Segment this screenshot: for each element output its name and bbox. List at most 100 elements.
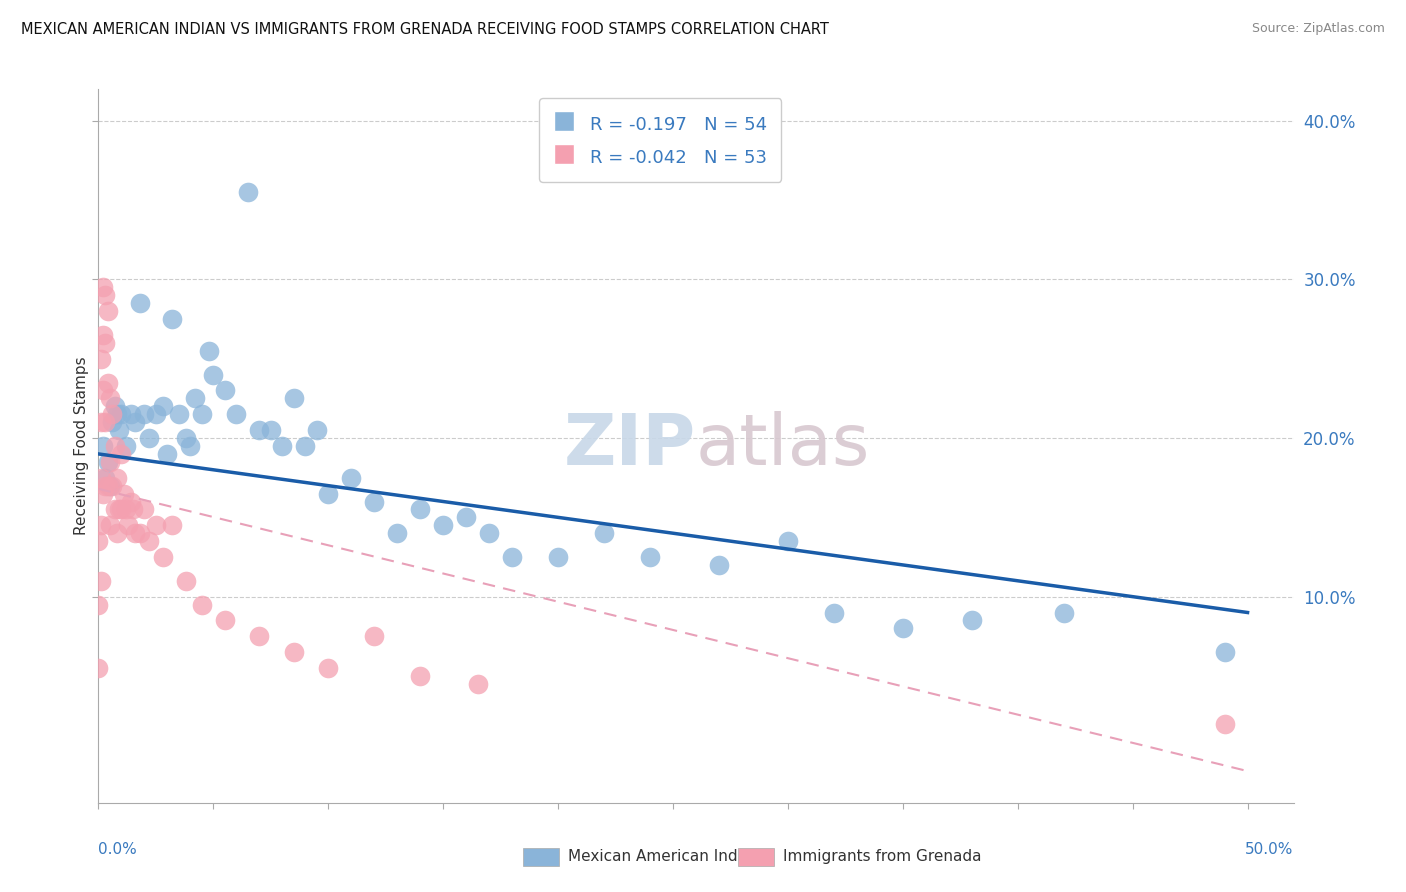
Point <box>112 486 135 500</box>
Point <box>110 447 132 461</box>
Point <box>97 455 120 469</box>
Point <box>105 407 128 421</box>
Text: 50.0%: 50.0% <box>1246 842 1294 857</box>
Point <box>271 439 294 453</box>
Point <box>225 407 247 421</box>
Text: Source: ZipAtlas.com: Source: ZipAtlas.com <box>1251 22 1385 36</box>
Point <box>478 526 501 541</box>
Point <box>128 296 150 310</box>
Point <box>91 328 114 343</box>
Point <box>316 661 339 675</box>
Point <box>214 384 236 398</box>
Point <box>160 518 183 533</box>
Point <box>184 392 207 406</box>
Point <box>467 677 489 691</box>
Point <box>105 471 128 485</box>
Point <box>91 384 114 398</box>
Text: Mexican American Indians: Mexican American Indians <box>568 849 769 863</box>
Point <box>823 606 845 620</box>
Point <box>247 423 270 437</box>
Point <box>90 471 112 485</box>
Point <box>97 376 120 390</box>
Point <box>638 549 661 564</box>
Point <box>776 534 799 549</box>
Point <box>247 629 270 643</box>
Text: atlas: atlas <box>696 411 870 481</box>
Point <box>128 526 150 541</box>
Text: ZIP: ZIP <box>564 411 696 481</box>
Point <box>87 534 110 549</box>
Point <box>197 343 219 358</box>
Point <box>138 534 160 549</box>
Point <box>91 280 114 294</box>
Point <box>110 502 132 516</box>
Point <box>122 502 145 516</box>
Point <box>260 423 283 437</box>
Point <box>115 502 138 516</box>
Text: Immigrants from Grenada: Immigrants from Grenada <box>783 849 981 863</box>
Point <box>156 447 179 461</box>
Point <box>1213 716 1236 731</box>
Point <box>891 621 914 635</box>
Point <box>179 439 201 453</box>
Point <box>98 518 121 533</box>
Point <box>91 486 114 500</box>
FancyBboxPatch shape <box>738 847 773 865</box>
Point <box>432 518 454 533</box>
Point <box>87 661 110 675</box>
Point <box>101 478 124 492</box>
Point <box>98 392 121 406</box>
Point <box>174 431 197 445</box>
Point <box>94 288 117 302</box>
Point <box>90 415 112 429</box>
Point <box>593 526 616 541</box>
Point <box>120 494 142 508</box>
Point <box>134 407 156 421</box>
Point <box>174 574 197 588</box>
Point <box>94 335 117 350</box>
Point <box>191 407 214 421</box>
Point <box>214 614 236 628</box>
Legend: R = -0.197   N = 54, R = -0.042   N = 53: R = -0.197 N = 54, R = -0.042 N = 53 <box>538 98 782 182</box>
Point <box>305 423 328 437</box>
Point <box>90 574 112 588</box>
Point <box>294 439 316 453</box>
Text: MEXICAN AMERICAN INDIAN VS IMMIGRANTS FROM GRENADA RECEIVING FOOD STAMPS CORRELA: MEXICAN AMERICAN INDIAN VS IMMIGRANTS FR… <box>21 22 830 37</box>
Point <box>152 400 174 414</box>
Y-axis label: Receiving Food Stamps: Receiving Food Stamps <box>75 357 89 535</box>
Point <box>98 478 121 492</box>
Point <box>90 351 112 366</box>
Point <box>97 478 120 492</box>
Point <box>108 502 131 516</box>
Point <box>340 471 363 485</box>
Point <box>115 439 138 453</box>
Point <box>108 423 131 437</box>
Point <box>283 392 305 406</box>
Point <box>105 526 128 541</box>
Point <box>1053 606 1076 620</box>
Point <box>167 407 190 421</box>
Point <box>707 558 730 572</box>
Point <box>547 549 569 564</box>
Point <box>110 407 132 421</box>
Point <box>94 415 117 429</box>
Point <box>98 455 121 469</box>
Point <box>236 186 259 200</box>
Point <box>103 502 125 516</box>
Point <box>1213 645 1236 659</box>
Point <box>103 400 125 414</box>
Point <box>152 549 174 564</box>
Point <box>160 312 183 326</box>
Point <box>90 518 112 533</box>
Point <box>145 407 167 421</box>
Point <box>97 304 120 318</box>
Point <box>145 518 167 533</box>
Point <box>94 471 117 485</box>
Point <box>191 598 214 612</box>
Point <box>202 368 225 382</box>
Point <box>456 510 478 524</box>
FancyBboxPatch shape <box>523 847 558 865</box>
Point <box>409 669 432 683</box>
Point <box>103 439 125 453</box>
Point <box>94 478 117 492</box>
